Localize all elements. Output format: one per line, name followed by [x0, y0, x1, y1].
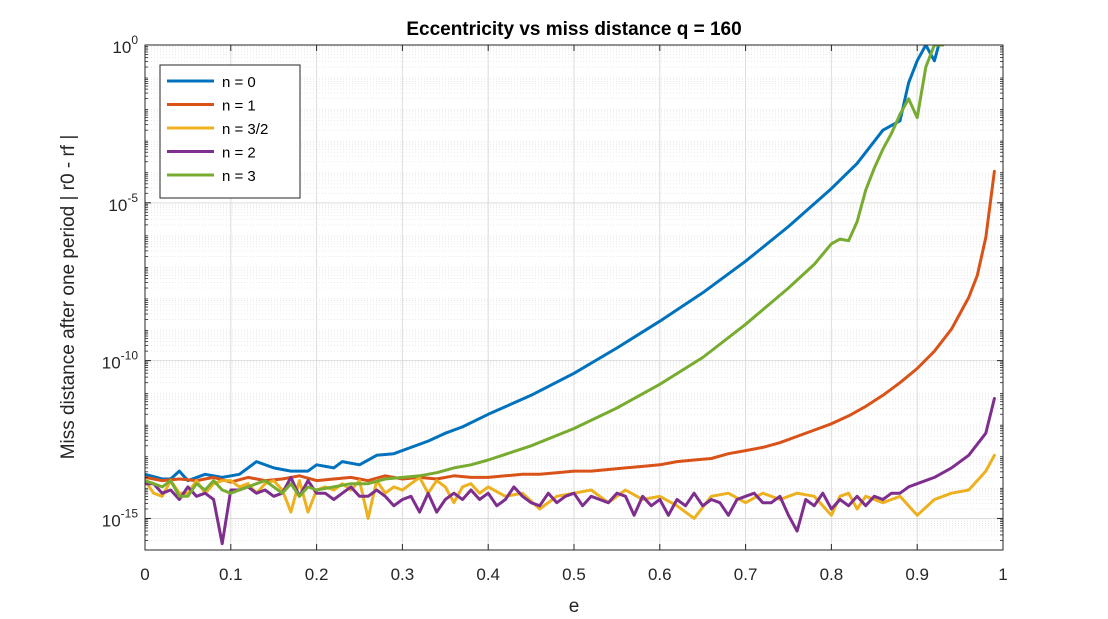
- y-tick-label: 10-15: [102, 506, 139, 530]
- x-tick-label: 0.1: [219, 565, 243, 584]
- x-tick-label: 1: [998, 565, 1007, 584]
- x-tick-label: 0.9: [905, 565, 929, 584]
- x-tick-label: 0.7: [734, 565, 758, 584]
- series-line-4: [145, 45, 945, 498]
- ticks: 0 0.1 0.2 0.3 0.4 0.5 0.6 0.7 0.8 0.9 1 100 10-5 10-1…: [102, 33, 1008, 584]
- x-tick-label: 0.5: [562, 565, 586, 584]
- legend-label-1: n = 1: [222, 98, 256, 115]
- x-tick-label: 0.4: [476, 565, 500, 584]
- x-tick-label: 0.3: [391, 565, 415, 584]
- series-layer: [145, 45, 996, 546]
- y-tick-label: 100: [112, 33, 138, 57]
- y-axis-label: Miss distance after one period | r0 - rf…: [58, 135, 79, 460]
- x-axis-label: e: [569, 596, 580, 617]
- y-tick-label: 10-10: [102, 349, 139, 373]
- x-tick-label: 0.6: [648, 565, 672, 584]
- x-tick-label: 0: [140, 565, 149, 584]
- x-tick-label: 0.2: [305, 565, 329, 584]
- legend-label-2: n = 3/2: [222, 121, 268, 138]
- chart-title: Eccentricity vs miss distance q = 160: [406, 19, 741, 40]
- series-line-0: [145, 45, 941, 483]
- y-tick-label: 10-5: [108, 191, 138, 215]
- legend-label-3: n = 2: [222, 145, 256, 162]
- x-tick-label: 0.8: [820, 565, 844, 584]
- legend-label-4: n = 3: [222, 168, 256, 185]
- legend-label-0: n = 0: [222, 74, 256, 91]
- legend: n = 0 n = 1 n = 3/2 n = 2 n = 3: [159, 64, 301, 199]
